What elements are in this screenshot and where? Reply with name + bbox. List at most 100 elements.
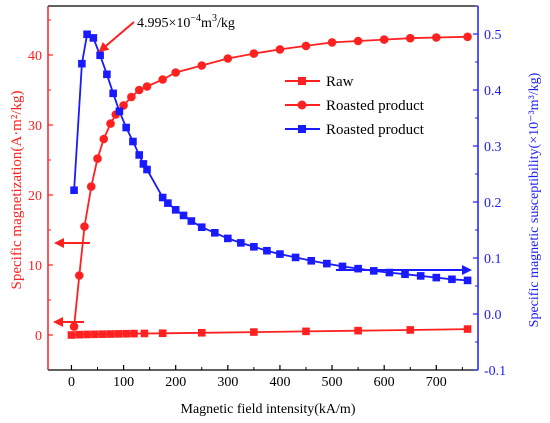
data-point	[301, 41, 311, 51]
data-point	[405, 33, 415, 43]
data-point	[432, 33, 441, 42]
peak-annotation-arrow	[98, 21, 135, 53]
data-point	[187, 217, 196, 225]
peak-annotation-mantissa: 4.995×10	[137, 16, 190, 31]
x-tick-label: 0	[68, 375, 75, 390]
peak-annotation: 4.995×10−4m3/kg	[137, 13, 235, 31]
data-point	[354, 326, 362, 335]
y-left-tick-label: 20	[28, 189, 42, 204]
y-right-tick-label: 0.0	[484, 308, 502, 323]
data-point	[276, 250, 284, 258]
y-right-tick-label: -0.1	[484, 364, 506, 379]
data-point	[401, 270, 409, 279]
data-point	[80, 222, 89, 231]
data-point	[83, 330, 91, 339]
y-axis-right-title: Specific magnetic susceptibility(×10⁻³m³…	[527, 72, 542, 327]
data-point	[302, 327, 310, 336]
data-point	[385, 268, 394, 277]
data-point	[416, 272, 425, 280]
y-right-tick-label: 0.3	[484, 140, 502, 155]
x-tick-label: 200	[165, 375, 186, 390]
data-point	[463, 276, 472, 285]
data-point	[109, 89, 117, 98]
data-point	[114, 330, 123, 338]
series-line-roasted-magnetization	[73, 35, 468, 327]
series-roasted-susceptibility	[70, 30, 472, 285]
data-point	[179, 211, 188, 220]
data-point	[106, 119, 115, 128]
peak-annotation-exp: −4	[190, 13, 201, 24]
data-point	[197, 328, 206, 337]
legend-roasted-sus-label: Roasted product	[326, 122, 425, 138]
labels-layer: 0 100 200 300 400 500 600 700 0 10 20 30 40 -0.1 0.0 0.…	[28, 28, 506, 390]
data-point	[249, 49, 259, 58]
data-point	[432, 273, 441, 282]
legend-roasted-sus-marker	[298, 125, 306, 133]
data-point	[197, 61, 207, 70]
data-point	[69, 322, 79, 331]
data-point	[327, 38, 337, 47]
data-point	[307, 257, 316, 265]
data-point	[164, 199, 172, 207]
data-point	[354, 264, 362, 273]
axes-layer	[47, 5, 479, 371]
data-point	[463, 32, 472, 42]
data-point	[143, 165, 151, 174]
data-point	[103, 70, 111, 79]
data-point	[158, 75, 167, 84]
x-tick-label: 600	[374, 375, 395, 390]
x-axis-title: Magnetic field intensity(kA/m)	[181, 402, 356, 417]
data-point	[263, 246, 271, 255]
data-point	[83, 30, 91, 39]
data-point	[291, 253, 300, 262]
data-point	[171, 206, 180, 214]
data-point	[197, 223, 206, 231]
legend-raw-label: Raw	[326, 74, 354, 90]
data-point	[122, 329, 130, 338]
data-point	[139, 160, 148, 168]
data-point	[122, 123, 130, 132]
x-tick-label: 400	[269, 375, 290, 390]
peak-annotation-unit-exp: 3	[212, 13, 217, 24]
data-point	[158, 193, 167, 202]
data-point	[134, 85, 144, 95]
data-point	[70, 186, 78, 195]
y-left-tick-label: 40	[28, 49, 42, 64]
legend-roasted-mag-label: Roasted product	[326, 98, 425, 114]
data-point	[89, 34, 98, 42]
x-tick-label: 500	[322, 375, 343, 390]
data-point	[115, 107, 124, 116]
data-point	[275, 45, 285, 54]
data-point	[223, 54, 233, 63]
data-point	[127, 92, 136, 102]
data-point	[338, 262, 347, 271]
series-layer	[67, 30, 472, 339]
y-left-tick-label: 0	[35, 329, 42, 344]
data-point	[74, 271, 84, 280]
data-point	[98, 330, 107, 338]
data-point	[86, 182, 96, 191]
y-right-tick-label: 0.4	[484, 84, 502, 99]
y-right-tick-label: 0.5	[484, 28, 502, 43]
data-point	[142, 82, 152, 91]
legend-raw-marker	[298, 77, 306, 85]
series-line-roasted-susceptibility	[73, 32, 468, 282]
data-point	[96, 51, 104, 60]
data-point	[448, 275, 456, 284]
series-roasted-magnetization	[69, 32, 472, 331]
y-axis-left-title: Specific magnetization(A·m²/kg)	[9, 90, 25, 289]
data-point	[171, 68, 180, 77]
data-point	[406, 326, 415, 334]
data-point	[78, 59, 86, 68]
data-point	[140, 329, 149, 338]
data-point	[224, 234, 232, 243]
data-point	[210, 229, 219, 237]
data-point	[158, 329, 167, 338]
x-tick-label: 300	[217, 375, 238, 390]
data-point	[463, 325, 472, 333]
data-point	[250, 328, 258, 336]
series-raw	[67, 325, 472, 339]
x-tick-label: 100	[113, 375, 134, 390]
data-point	[135, 151, 144, 159]
